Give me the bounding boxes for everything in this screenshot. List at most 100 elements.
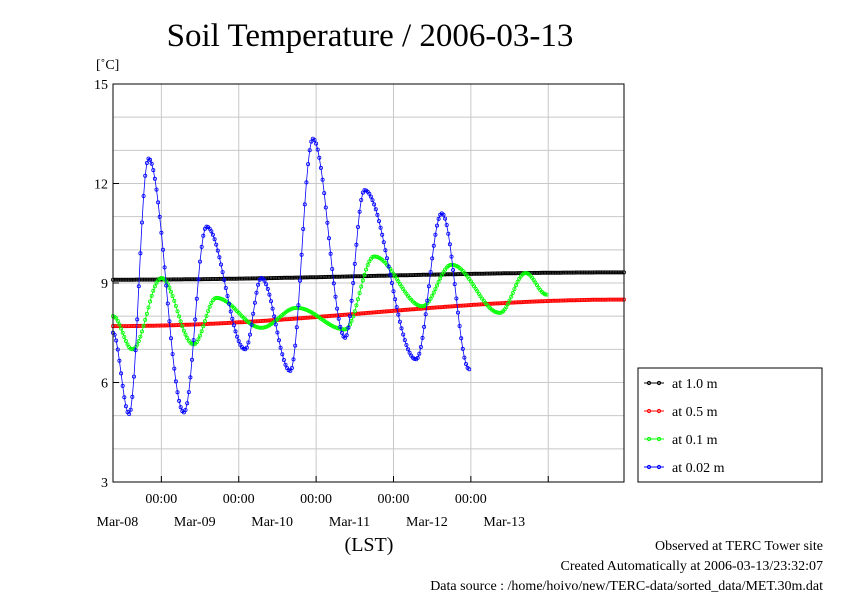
plot-area: 3 6 9 12 15 00:00 Mar-08 00:00 Mar-09 00:00 Mar-10… xyxy=(94,78,627,530)
data-point xyxy=(420,304,425,309)
data-point xyxy=(352,309,357,314)
data-point xyxy=(283,362,288,367)
data-point xyxy=(220,270,225,275)
data-point xyxy=(322,191,327,196)
data-point xyxy=(504,304,509,309)
data-point xyxy=(146,305,151,310)
data-point xyxy=(199,329,204,334)
data-point xyxy=(251,311,256,316)
legend-label: at 0.5 m xyxy=(672,405,718,420)
data-point xyxy=(389,280,394,285)
data-point xyxy=(167,285,172,290)
series-at-0-02-m xyxy=(111,136,472,416)
data-point xyxy=(270,306,275,311)
data-point xyxy=(544,292,549,297)
data-point xyxy=(196,337,201,342)
data-point xyxy=(280,352,285,357)
data-point xyxy=(151,288,156,293)
data-point xyxy=(362,188,367,193)
data-point xyxy=(362,272,367,277)
data-point xyxy=(359,197,364,202)
data-point xyxy=(149,161,154,166)
data-point xyxy=(148,299,153,304)
data-point xyxy=(357,290,362,295)
data-point xyxy=(117,358,122,363)
data-point xyxy=(339,330,344,335)
data-point xyxy=(384,256,389,261)
legend-swatch-marker xyxy=(656,380,662,386)
legend-label: at 0.02 m xyxy=(672,461,725,476)
footer-created-time: Created Automatically at 2006-03-13/23:3… xyxy=(561,559,823,574)
data-point xyxy=(230,316,235,321)
data-point xyxy=(222,277,227,282)
data-point xyxy=(444,222,449,227)
data-point xyxy=(415,355,420,360)
data-point xyxy=(368,194,373,199)
data-point xyxy=(394,305,399,310)
data-point xyxy=(272,314,277,319)
data-point xyxy=(307,148,312,153)
data-point xyxy=(218,262,223,267)
data-point xyxy=(268,299,273,304)
data-point xyxy=(381,240,386,245)
data-point xyxy=(173,303,178,308)
data-point xyxy=(507,298,512,303)
data-point xyxy=(423,312,428,317)
legend-label: at 1.0 m xyxy=(672,377,718,392)
data-point xyxy=(167,319,172,324)
x-tick-label: 00:00 xyxy=(145,492,177,507)
data-point xyxy=(301,226,306,231)
data-point xyxy=(443,216,448,221)
data-point xyxy=(123,338,128,343)
data-point xyxy=(328,251,333,256)
data-point xyxy=(175,309,180,314)
data-point xyxy=(428,296,433,301)
data-point xyxy=(365,262,370,267)
x-tick-label: 00:00 xyxy=(223,492,255,507)
legend-swatch-marker xyxy=(646,464,652,470)
x-date-label: Mar-10 xyxy=(251,515,293,530)
data-point xyxy=(189,357,194,362)
data-point xyxy=(262,278,267,283)
data-point xyxy=(360,278,365,283)
x-date-label: Mar-09 xyxy=(174,515,216,530)
data-point xyxy=(426,284,431,289)
data-point xyxy=(336,316,341,321)
data-point xyxy=(199,244,204,249)
data-point xyxy=(430,293,435,298)
data-point xyxy=(428,270,433,275)
data-point xyxy=(247,332,252,337)
data-point xyxy=(152,176,157,181)
data-point xyxy=(231,323,236,328)
data-point xyxy=(119,371,124,376)
data-point xyxy=(122,334,127,339)
data-point xyxy=(133,348,138,353)
data-point xyxy=(172,366,177,371)
data-point xyxy=(449,254,454,259)
series-at-0-5-m xyxy=(111,297,627,329)
data-point xyxy=(141,323,146,328)
data-point xyxy=(256,282,261,287)
data-point xyxy=(159,230,164,235)
data-point xyxy=(225,293,230,298)
data-point xyxy=(436,279,441,284)
data-point xyxy=(467,367,472,372)
data-point xyxy=(180,324,185,329)
legend-swatch-marker xyxy=(656,436,662,442)
data-point xyxy=(446,231,451,236)
data-point xyxy=(451,267,456,272)
data-point xyxy=(401,332,406,337)
data-point xyxy=(162,265,167,270)
data-point xyxy=(115,347,120,352)
data-point xyxy=(214,242,219,247)
data-point xyxy=(131,374,136,379)
data-point xyxy=(143,173,148,178)
data-point xyxy=(349,298,354,303)
data-point xyxy=(431,290,436,295)
data-point xyxy=(228,309,233,314)
data-point xyxy=(202,319,207,324)
data-point xyxy=(359,284,364,289)
y-tick-label: 3 xyxy=(101,476,108,491)
data-point xyxy=(441,212,446,217)
